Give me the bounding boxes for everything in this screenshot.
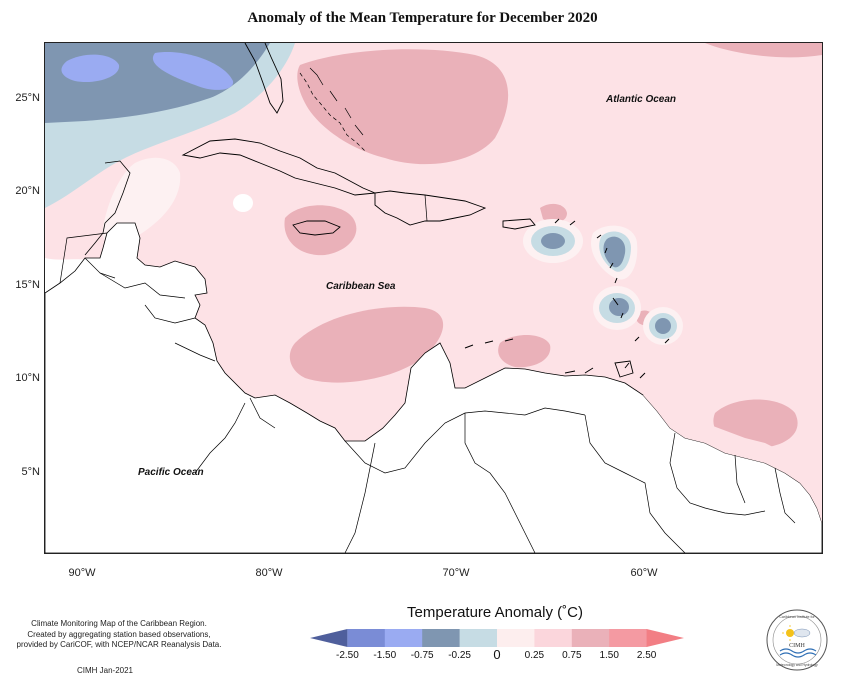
legend-tick-label: -0.25 (448, 650, 471, 661)
lat-label-25n: 25°N (15, 92, 40, 104)
caribbean-sea-label: Caribbean Sea (326, 281, 396, 292)
legend-swatch (310, 629, 348, 647)
credit-text: Climate Monitoring Map of the Caribbean … (14, 619, 224, 651)
lon-label-90w: 90°W (68, 567, 96, 579)
logo-name: CIMH (789, 643, 805, 649)
legend-swatch (347, 629, 386, 647)
lat-label-15n: 15°N (15, 279, 40, 291)
legend-colorbar (310, 629, 684, 647)
legend-tick-label: 0.25 (524, 650, 545, 661)
legend-swatch (534, 629, 573, 647)
pacific-ocean-label: Pacific Ocean (138, 467, 204, 478)
credit-date: CIMH Jan-2021 (76, 666, 134, 675)
lon-label-60w: 60°W (630, 567, 658, 579)
map-title: Anomaly of the Mean Temperature for Dece… (247, 10, 598, 26)
atlantic-ocean-label: Atlantic Ocean (606, 94, 677, 105)
legend-swatch (459, 629, 498, 647)
legend-title: Temperature Anomaly (˚C) (407, 604, 583, 621)
credit-line-1: Climate Monitoring Map of the Caribbean … (31, 619, 207, 628)
legend-tick-label: -1.50 (373, 650, 397, 661)
legend-tick-label: 0 (493, 647, 501, 662)
legend-swatch (497, 629, 535, 647)
legend-tick-label: 0.75 (562, 650, 582, 661)
lon-label-70w: 70°W (442, 567, 470, 579)
temperature-anomaly-map (44, 42, 823, 554)
legend-swatch (384, 629, 423, 647)
lat-label-5n: 5°N (21, 466, 40, 478)
lat-label-10n: 10°N (15, 372, 40, 384)
legend-tick-label: 2.50 (636, 650, 657, 661)
lon-label-80w: 80°W (255, 567, 283, 579)
legend-swatch (571, 629, 610, 647)
logo-top-text: Caribbean Institute for (779, 615, 815, 619)
cimh-logo: CIMH Caribbean Institute for Meteorology… (766, 609, 828, 671)
legend-tick-label: -2.50 (335, 650, 359, 661)
credit-line-3: provided by CariCOF, with NCEP/NCAR Rean… (16, 640, 222, 649)
legend-swatch (609, 629, 648, 647)
legend-swatch (422, 629, 461, 647)
credit-line-2: Created by aggregating station based obs… (27, 629, 211, 639)
legend-swatch (646, 629, 684, 647)
legend-tick-label: -0.75 (410, 650, 434, 661)
lat-label-20n: 20°N (15, 185, 40, 197)
legend-tick-label: 1.50 (599, 650, 619, 661)
logo-bottom-text: Meteorology and Hydrology (776, 663, 818, 667)
